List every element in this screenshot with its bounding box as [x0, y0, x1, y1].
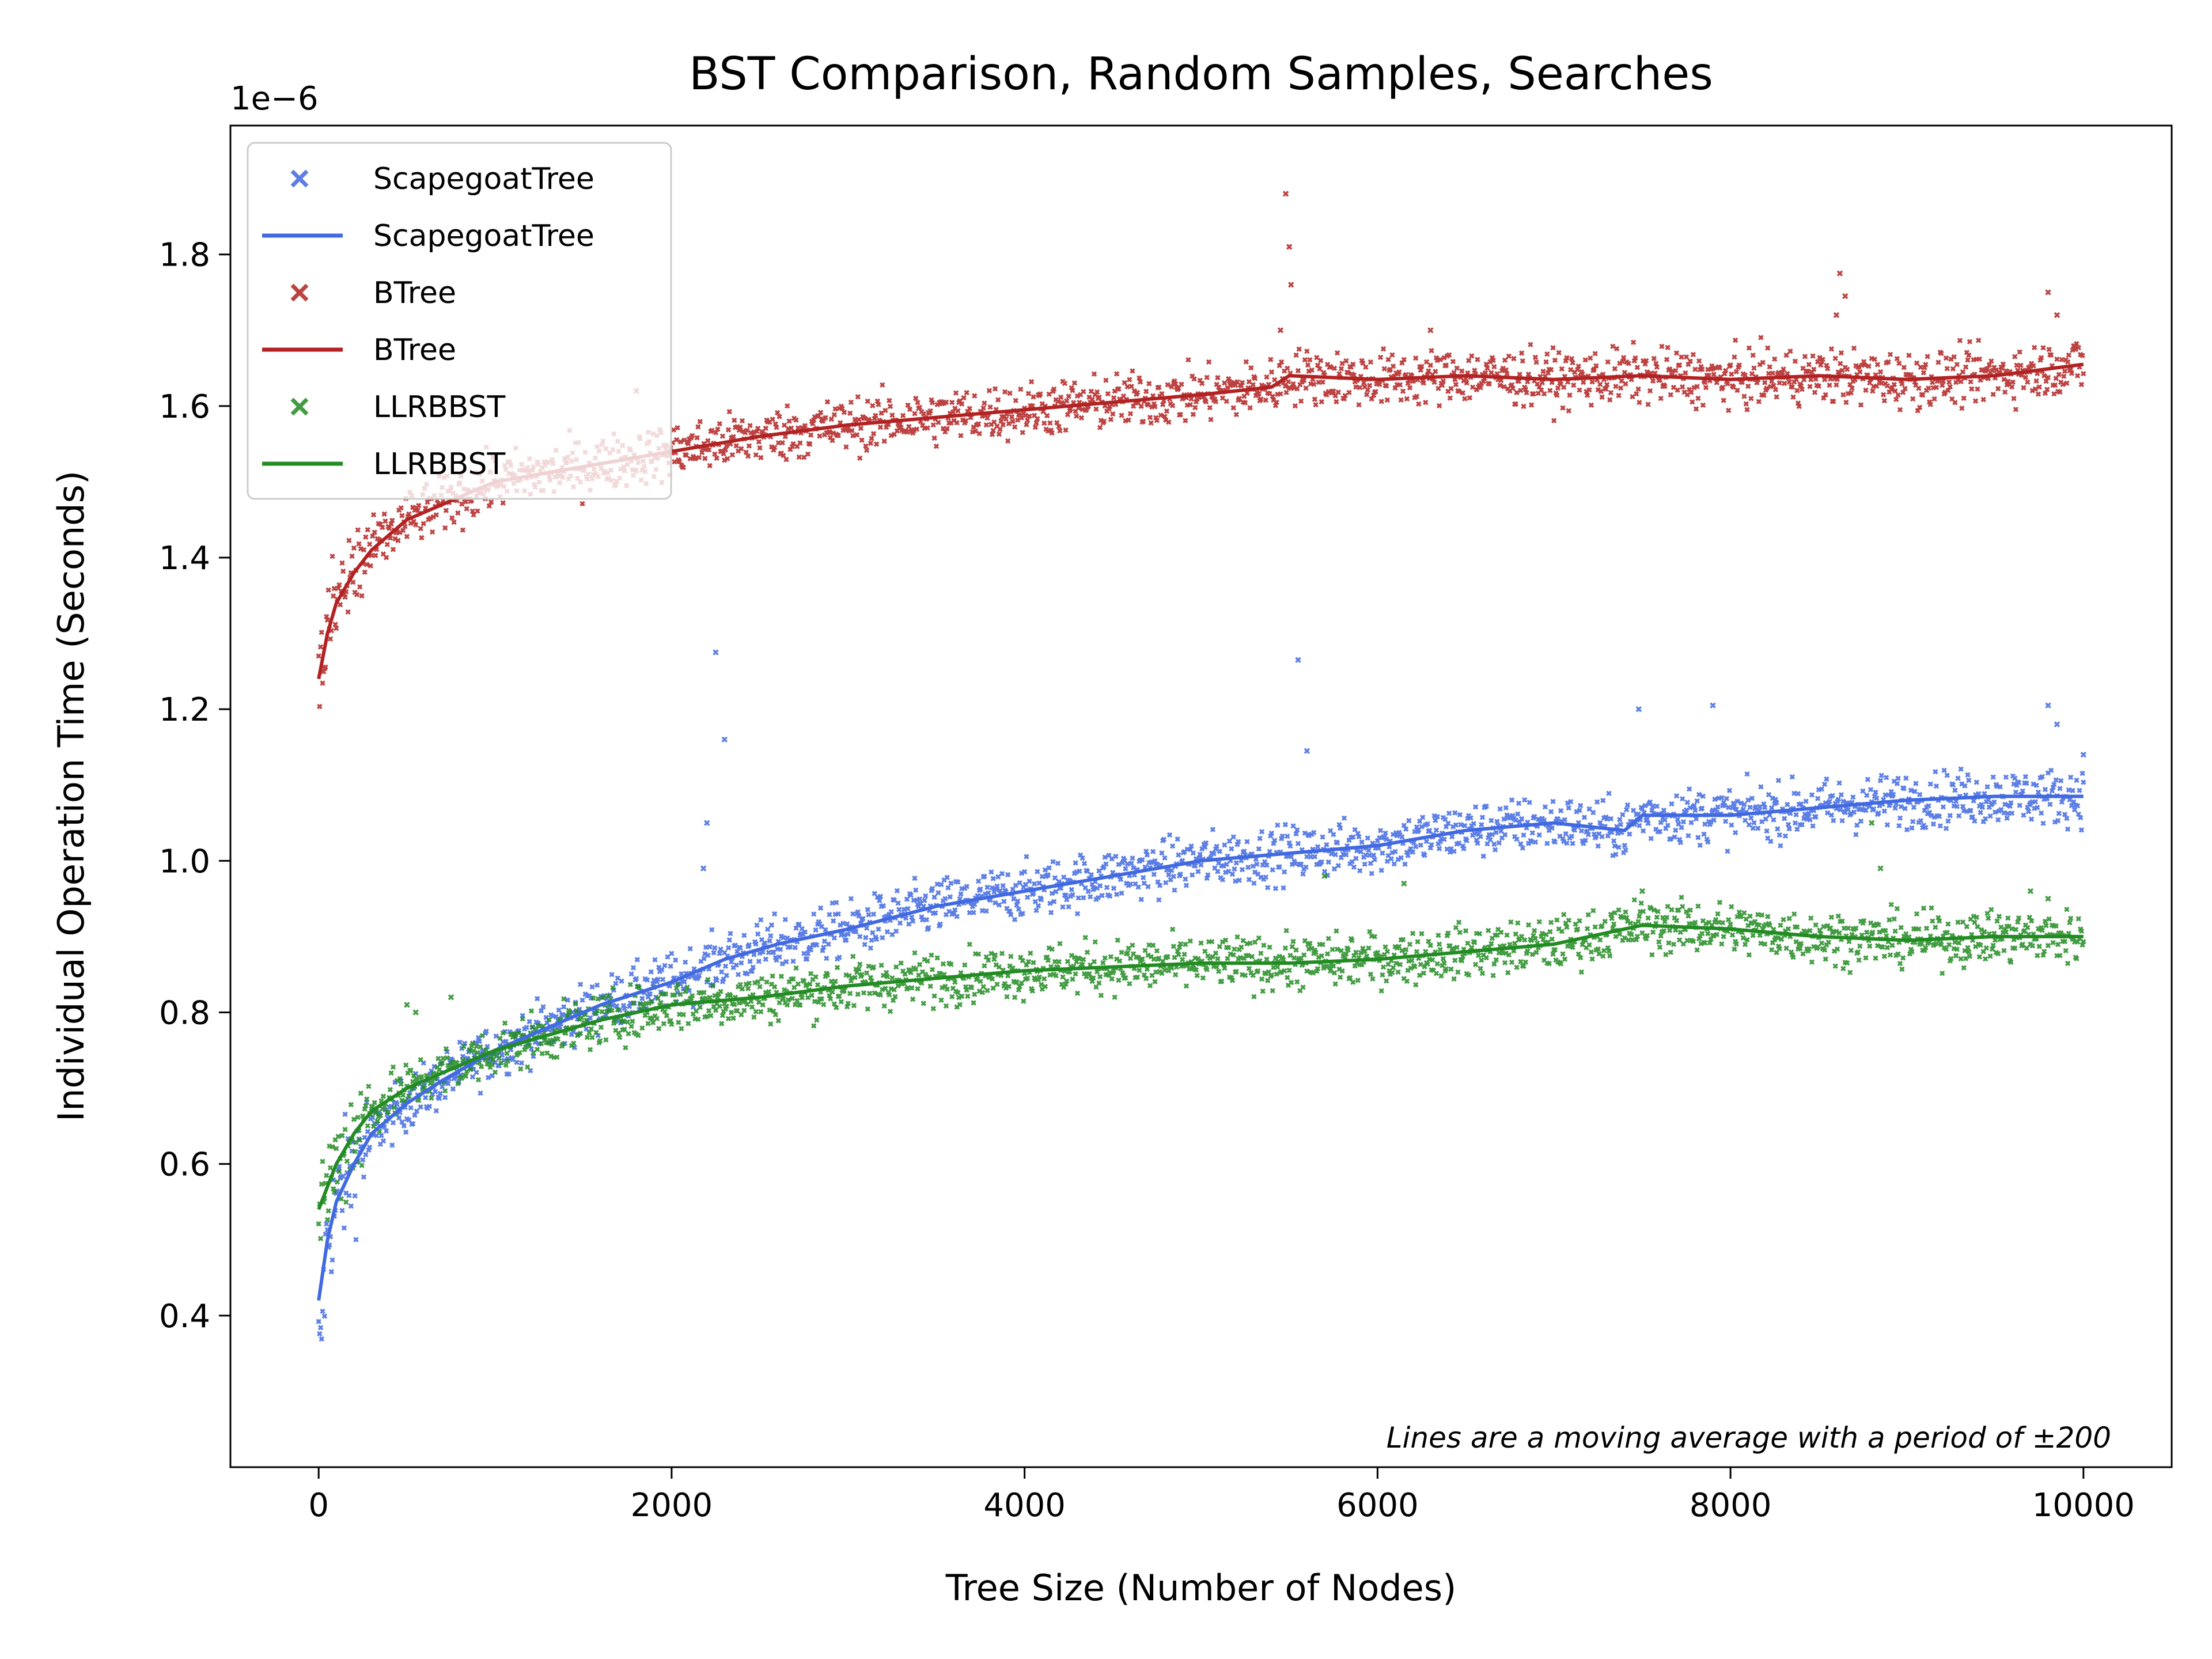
x-axis: 0 2000 4000 6000 8000 10000 [308, 1467, 2135, 1524]
moving-average-layer [317, 362, 2084, 1301]
y-tick-label: 0.8 [159, 995, 210, 1032]
chart-title: BST Comparison, Random Samples, Searches [689, 48, 1713, 100]
legend-label: LLRBBST [373, 390, 506, 425]
legend-label: BTree [373, 276, 456, 310]
y-tick-label: 1.2 [159, 691, 210, 729]
legend-marker [290, 169, 309, 188]
legend-label: ScapegoatTree [373, 219, 594, 253]
legend-box [247, 142, 672, 500]
x-axis-title: Tree Size (Number of Nodes) [945, 1567, 1457, 1609]
series-line-llrbbst [317, 923, 2084, 1210]
y-offset-label: 1e−6 [230, 80, 319, 118]
x-tick-label: 2000 [631, 1487, 713, 1524]
x-tick-label: 6000 [1336, 1487, 1419, 1524]
y-tick-label: 0.6 [159, 1146, 210, 1184]
legend-label: ScapegoatTree [373, 162, 594, 196]
legend-label: LLRBBST [373, 447, 506, 482]
legend-marker [290, 397, 309, 416]
x-tick-label: 0 [308, 1487, 329, 1524]
plot-area [316, 191, 2087, 1342]
series-line-btree [317, 362, 2084, 680]
y-axis-title: Individual Operation Time (Seconds) [50, 471, 92, 1122]
y-tick-label: 1.0 [159, 843, 210, 880]
y-tick-label: 0.4 [159, 1298, 210, 1335]
moving-average-note: Lines are a moving average with a period… [1387, 1421, 2111, 1455]
legend: ScapegoatTree ScapegoatTree BTree BTree LLRB… [247, 142, 672, 500]
legend-label: BTree [373, 333, 456, 368]
axes-frame [229, 124, 2173, 1468]
x-tick-label: 10000 [2032, 1487, 2135, 1524]
y-tick-label: 1.8 [159, 237, 210, 274]
legend-marker [290, 283, 309, 302]
y-tick-label: 1.4 [159, 540, 210, 577]
y-tick-label: 1.6 [159, 388, 210, 426]
x-tick-label: 8000 [1690, 1487, 1772, 1524]
y-axis: 0.4 0.6 0.8 1.0 1.2 1.4 1.6 1.8 [159, 237, 230, 1335]
series-line-scapegoattree [317, 794, 2084, 1301]
x-tick-label: 4000 [983, 1487, 1066, 1524]
